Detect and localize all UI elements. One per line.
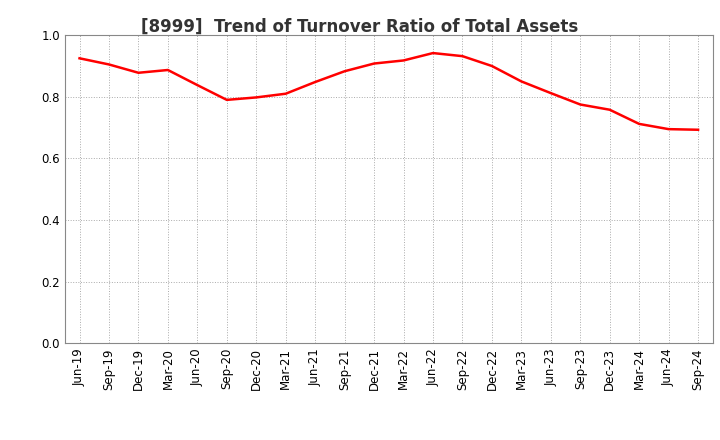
Text: [8999]  Trend of Turnover Ratio of Total Assets: [8999] Trend of Turnover Ratio of Total …: [141, 18, 579, 36]
